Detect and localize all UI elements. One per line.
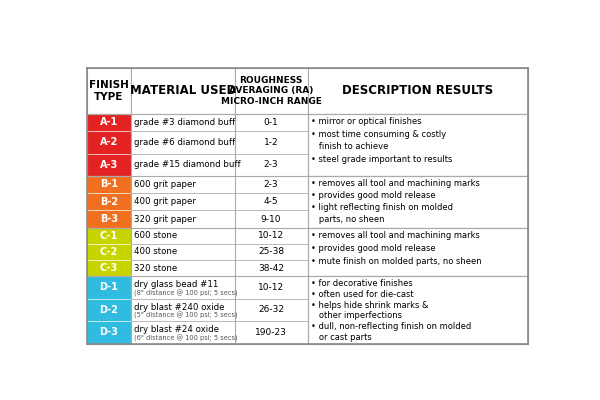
Text: • mute finish on molded parts, no sheen: • mute finish on molded parts, no sheen — [311, 257, 481, 266]
Text: • often used for die-cast: • often used for die-cast — [311, 290, 413, 299]
Text: 2-3: 2-3 — [264, 160, 278, 169]
Bar — [235, 244, 308, 260]
Bar — [308, 176, 529, 228]
Text: 1-2: 1-2 — [264, 138, 278, 147]
Bar — [131, 228, 235, 244]
Bar — [235, 299, 308, 321]
Text: • light reflecting finish on molded: • light reflecting finish on molded — [311, 203, 453, 212]
Text: 10-12: 10-12 — [258, 232, 284, 240]
Text: 600 stone: 600 stone — [134, 232, 177, 240]
Bar — [235, 114, 308, 131]
Text: C-2: C-2 — [100, 247, 118, 257]
Text: dry blast #24 oxide: dry blast #24 oxide — [134, 325, 218, 334]
Text: (5" distance @ 100 psi; 5 secs): (5" distance @ 100 psi; 5 secs) — [134, 312, 237, 319]
Text: • dull, non-reflecting finish on molded: • dull, non-reflecting finish on molded — [311, 322, 471, 331]
Text: or cast parts: or cast parts — [311, 333, 371, 342]
Text: • helps hide shrink marks &: • helps hide shrink marks & — [311, 301, 428, 310]
Text: (8" distance @ 100 psi; 5 secs): (8" distance @ 100 psi; 5 secs) — [134, 289, 237, 297]
Bar — [235, 193, 308, 210]
Text: (6" distance @ 100 psi; 5 secs): (6" distance @ 100 psi; 5 secs) — [134, 334, 237, 342]
Text: finish to achieve: finish to achieve — [311, 142, 388, 152]
Text: C-3: C-3 — [100, 263, 118, 273]
Text: parts, no sheen: parts, no sheen — [311, 215, 384, 224]
Text: ROUGHNESS
AVERAGING (RA)
MICRO-INCH RANGE: ROUGHNESS AVERAGING (RA) MICRO-INCH RANG… — [221, 76, 322, 106]
Text: • for decorative finishes: • for decorative finishes — [311, 279, 413, 288]
Text: 600 grit paper: 600 grit paper — [134, 180, 196, 189]
Bar — [235, 210, 308, 228]
Text: • removes all tool and machining marks: • removes all tool and machining marks — [311, 179, 479, 188]
Text: 190-23: 190-23 — [255, 328, 287, 337]
Bar — [235, 68, 308, 114]
Text: B-1: B-1 — [100, 179, 118, 189]
Bar — [131, 299, 235, 321]
Bar — [86, 276, 131, 344]
Bar — [308, 114, 529, 176]
Bar — [235, 321, 308, 344]
Bar — [131, 210, 235, 228]
Text: 25-38: 25-38 — [258, 248, 284, 256]
Text: 320 stone: 320 stone — [134, 264, 177, 272]
Text: 2-3: 2-3 — [264, 180, 278, 189]
Bar — [308, 276, 529, 344]
Text: A-3: A-3 — [100, 160, 118, 170]
Bar — [131, 176, 235, 193]
Text: D-1: D-1 — [99, 282, 118, 292]
Bar — [131, 68, 235, 114]
Text: • mirror or optical finishes: • mirror or optical finishes — [311, 116, 421, 126]
Bar — [86, 176, 131, 228]
Bar — [131, 260, 235, 276]
Text: 10-12: 10-12 — [258, 283, 284, 292]
Bar — [86, 68, 131, 114]
Text: 0-1: 0-1 — [263, 118, 278, 127]
Text: A-2: A-2 — [100, 137, 118, 147]
Text: B-2: B-2 — [100, 197, 118, 207]
Text: • provides good mold release: • provides good mold release — [311, 244, 436, 253]
Bar — [131, 276, 235, 299]
Bar — [86, 114, 131, 176]
Text: • steel grade important to results: • steel grade important to results — [311, 155, 452, 164]
Text: FINISH
TYPE: FINISH TYPE — [89, 80, 128, 102]
Text: D-3: D-3 — [99, 328, 118, 338]
Text: other imperfections: other imperfections — [311, 311, 402, 320]
Text: 26-32: 26-32 — [258, 305, 284, 314]
Bar — [308, 68, 529, 114]
Bar — [235, 276, 308, 299]
Text: D-2: D-2 — [99, 305, 118, 315]
Bar — [235, 228, 308, 244]
Bar — [235, 176, 308, 193]
Bar — [131, 131, 235, 154]
Bar — [131, 154, 235, 176]
Text: dry blast #240 oxide: dry blast #240 oxide — [134, 303, 224, 312]
Text: C-1: C-1 — [100, 231, 118, 241]
Text: 9-10: 9-10 — [261, 215, 281, 224]
Bar — [131, 244, 235, 260]
Text: B-3: B-3 — [100, 214, 118, 224]
Bar — [308, 228, 529, 276]
Text: 400 stone: 400 stone — [134, 248, 177, 256]
Text: 320 grit paper: 320 grit paper — [134, 215, 196, 224]
Text: • provides good mold release: • provides good mold release — [311, 191, 436, 200]
Bar — [235, 131, 308, 154]
Bar — [131, 114, 235, 131]
Text: 400 grit paper: 400 grit paper — [134, 197, 196, 206]
Text: grade #15 diamond buff: grade #15 diamond buff — [134, 160, 240, 169]
Bar — [86, 228, 131, 276]
Text: MATERIAL USED: MATERIAL USED — [130, 84, 236, 97]
Bar — [235, 154, 308, 176]
Text: A-1: A-1 — [100, 117, 118, 127]
Bar — [131, 321, 235, 344]
Bar — [235, 260, 308, 276]
Text: grade #6 diamond buff: grade #6 diamond buff — [134, 138, 235, 147]
Text: grade #3 diamond buff: grade #3 diamond buff — [134, 118, 235, 127]
Bar — [131, 193, 235, 210]
Text: • removes all tool and machining marks: • removes all tool and machining marks — [311, 231, 479, 240]
Text: DESCRIPTION RESULTS: DESCRIPTION RESULTS — [343, 84, 493, 97]
Text: • most time consuming & costly: • most time consuming & costly — [311, 130, 446, 138]
Text: dry glass bead #11: dry glass bead #11 — [134, 280, 218, 289]
Text: 4-5: 4-5 — [264, 197, 278, 206]
Text: 38-42: 38-42 — [258, 264, 284, 272]
